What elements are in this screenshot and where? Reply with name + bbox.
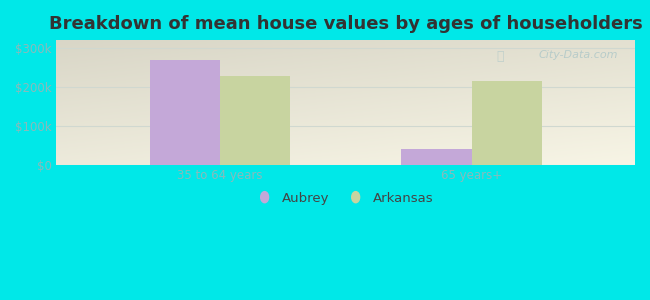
Title: Breakdown of mean house values by ages of householders: Breakdown of mean house values by ages o… bbox=[49, 15, 643, 33]
Bar bbox=[220, 76, 291, 165]
Bar bbox=[150, 60, 220, 165]
Text: City-Data.com: City-Data.com bbox=[538, 50, 617, 60]
Legend: Aubrey, Arkansas: Aubrey, Arkansas bbox=[253, 187, 439, 210]
Bar bbox=[471, 81, 542, 165]
Bar bbox=[401, 149, 471, 165]
Text: ⦿: ⦿ bbox=[496, 50, 504, 63]
